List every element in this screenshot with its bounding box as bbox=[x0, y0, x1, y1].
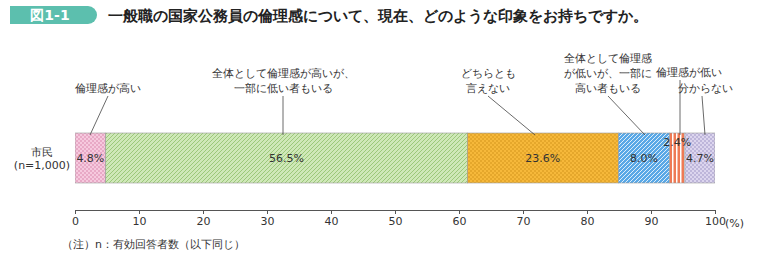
bar-segment bbox=[618, 133, 669, 183]
tick: 0 bbox=[72, 210, 79, 228]
tick-label: 60 bbox=[453, 215, 467, 228]
series-name: どちらとも言えない bbox=[461, 67, 516, 95]
data-label: 4.8% bbox=[76, 152, 104, 165]
title: 一般職の国家公務員の倫理感について、現在、どのような印象をお持ちですか。 bbox=[108, 7, 648, 25]
tick-label: 40 bbox=[325, 215, 339, 228]
tick-mark bbox=[587, 210, 588, 214]
data-label: 4.7% bbox=[686, 152, 714, 165]
leader-line bbox=[90, 96, 108, 135]
tick-label: 80 bbox=[581, 215, 595, 228]
tick-label: 30 bbox=[261, 215, 275, 228]
tick: 80 bbox=[581, 210, 595, 228]
tick: 30 bbox=[261, 210, 275, 228]
tick: 90 bbox=[645, 210, 659, 228]
bars bbox=[75, 133, 715, 183]
series-name: 倫理感が高い bbox=[75, 82, 141, 95]
title-badge bbox=[10, 6, 97, 24]
bar-segment bbox=[106, 133, 468, 183]
data-label: 8.0% bbox=[630, 152, 658, 165]
leader-line bbox=[608, 96, 645, 135]
tick-mark bbox=[715, 210, 716, 214]
tick: 100 bbox=[705, 210, 726, 228]
tick-mark bbox=[523, 210, 524, 214]
tick-label: 70 bbox=[517, 215, 531, 228]
series-name: 全体として倫理感が高いが、一部に低い者もいる bbox=[212, 67, 355, 95]
data-label: 23.6% bbox=[525, 152, 560, 165]
tick-mark bbox=[203, 210, 204, 214]
data-label: 56.5% bbox=[269, 152, 304, 165]
tick: 60 bbox=[453, 210, 467, 228]
tick-mark bbox=[459, 210, 460, 214]
leader-line bbox=[702, 96, 705, 135]
note: （注）n：有効回答者数（以下同じ） bbox=[62, 238, 245, 251]
tick: 40 bbox=[325, 210, 339, 228]
bar-segment bbox=[467, 133, 618, 183]
tick-label: 50 bbox=[389, 215, 403, 228]
series-name: 倫理感が低い bbox=[656, 66, 722, 79]
x-axis-title: (%) bbox=[725, 217, 744, 230]
tick-mark bbox=[75, 210, 76, 214]
tick-mark bbox=[651, 210, 652, 214]
series-name: 全体として倫理感が低いが、一部に高い者もいる bbox=[564, 52, 652, 95]
leader-line bbox=[283, 96, 284, 135]
x-axis: 0 10 20 30 40 50 60 70 80 90 100 bbox=[72, 210, 726, 228]
tick-label: 0 bbox=[72, 215, 79, 228]
tick: 20 bbox=[197, 210, 211, 228]
tick-label: 10 bbox=[133, 215, 147, 228]
axis-line bbox=[76, 211, 716, 215]
tick-mark bbox=[395, 210, 396, 214]
series-name: 分からない bbox=[678, 82, 733, 95]
data-label: 2.4% bbox=[663, 136, 691, 149]
figure-label: 図1-1 bbox=[30, 7, 69, 23]
tick: 70 bbox=[517, 210, 531, 228]
tick: 10 bbox=[133, 210, 147, 228]
tick-mark bbox=[267, 210, 268, 214]
tick-label: 90 bbox=[645, 215, 659, 228]
tick-mark bbox=[331, 210, 332, 214]
tick-label: 20 bbox=[197, 215, 211, 228]
bar-segment bbox=[75, 133, 106, 183]
tick-mark bbox=[139, 210, 140, 214]
tick: 50 bbox=[389, 210, 403, 228]
tick-label: 100 bbox=[705, 215, 726, 228]
category-label: 市民(n=1,000) bbox=[14, 146, 70, 172]
leader-line bbox=[488, 96, 535, 135]
